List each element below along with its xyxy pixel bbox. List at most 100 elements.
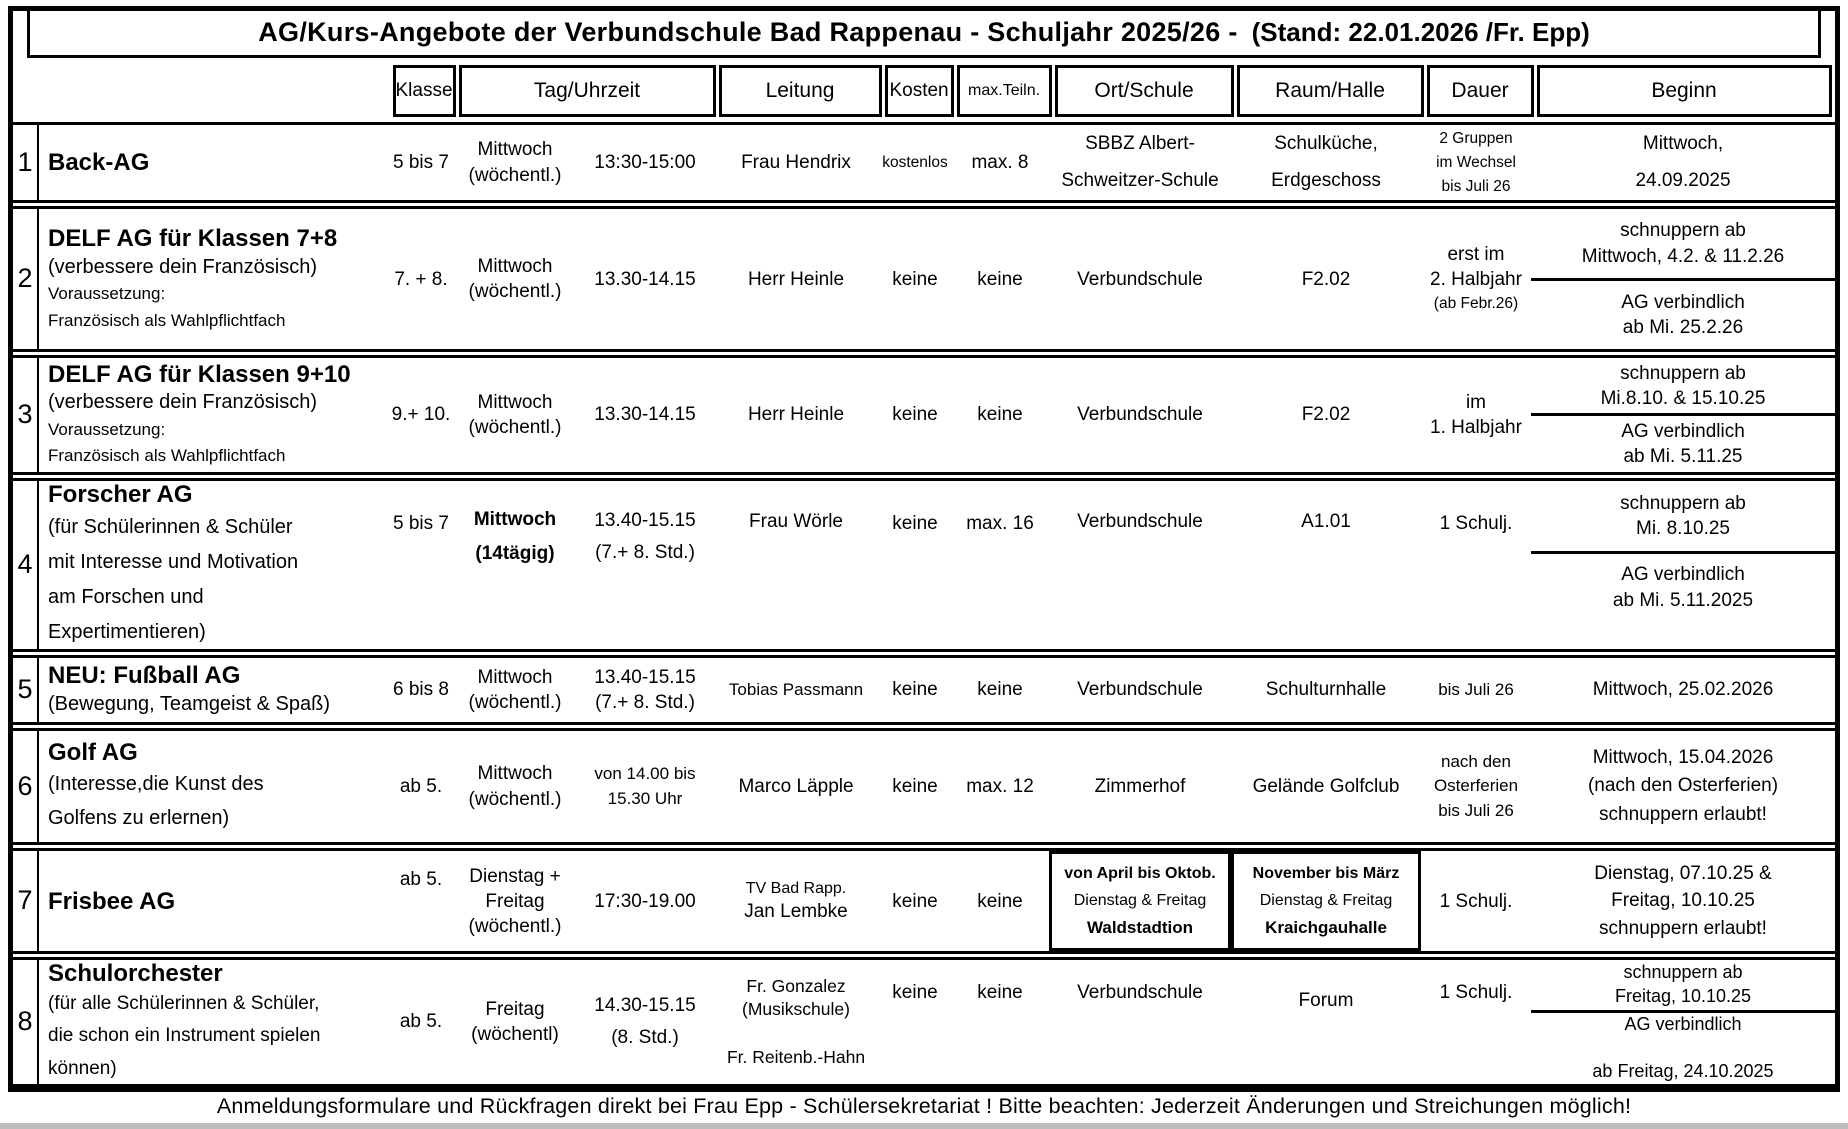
col-header-dauer: Dauer	[1426, 64, 1534, 117]
cell-max-teiln: keine	[977, 890, 1023, 912]
cell-klasse: 9.+ 10.	[391, 404, 451, 426]
col-header-ort-schule: Ort/Schule	[1054, 64, 1234, 117]
cell-klasse: ab 5.	[399, 775, 443, 797]
cell-ag-name: Forscher AG (für Schülerinnen & Schüler …	[39, 481, 389, 649]
cell-ag-name: DELF AG für Klassen 9+10 (verbessere dei…	[39, 358, 389, 472]
col-header-max-teiln: max.Teiln.	[956, 64, 1052, 117]
cell-raum: Forum	[1298, 990, 1354, 1011]
cell-raum: Schulturnhalle	[1265, 679, 1387, 701]
cell-tag: Mittwoch (wöchentl.)	[468, 256, 562, 303]
ag-name: Golf AG	[48, 738, 138, 766]
table-row: 2 DELF AG für Klassen 7+8 (verbessere de…	[13, 206, 1835, 352]
cell-uhrzeit: 14.30-15.15 (8. Std.)	[594, 994, 696, 1048]
ag-name: DELF AG für Klassen 9+10	[48, 361, 351, 389]
cell-uhrzeit: 13.40-15.15 (7.+ 8. Std.)	[594, 509, 696, 564]
col-header-leitung: Leitung	[718, 64, 882, 117]
cell-dauer: 2 Gruppen im Wechsel bis Juli 26	[1436, 129, 1516, 195]
cell-dauer: bis Juli 26	[1438, 679, 1514, 699]
cell-kosten: kostenlos	[882, 153, 948, 171]
cell-ort: Verbundschule	[1077, 510, 1203, 532]
cell-ag-name: DELF AG für Klassen 7+8 (verbessere dein…	[39, 209, 389, 349]
cell-dauer: erst im 2. Halbjahr (ab Febr.26)	[1421, 209, 1531, 349]
beginn-schnuppern: schnuppern ab Mi. 8.10.25	[1620, 493, 1746, 540]
cell-ort: Zimmerhof	[1094, 775, 1186, 797]
cell-kosten: keine	[892, 679, 938, 701]
row-number: 4	[13, 480, 39, 649]
raum-line-1: November bis März	[1252, 865, 1400, 883]
ort-line-1: von April bis Oktob.	[1064, 865, 1216, 883]
cell-kosten: keine	[892, 890, 938, 912]
cell-tag: Mittwoch (wöchentl.)	[468, 391, 562, 438]
cell-beginn: schnuppern ab Mittwoch, 4.2. & 11.2.26 A…	[1531, 209, 1835, 349]
cell-ag-name: NEU: Fußball AG (Bewegung, Teamgeist & S…	[39, 658, 389, 722]
cell-leitung: Fr. Gonzalez (Musikschule) Fr. Reitenb.-…	[726, 975, 866, 1067]
cell-klasse: ab 5.	[399, 869, 443, 891]
ag-note: Voraussetzung: Französisch als Wahlpflic…	[48, 284, 286, 330]
row-number: 6	[13, 730, 39, 843]
ag-desc: (verbessere dein Französisch)	[48, 255, 317, 278]
col-header-beginn: Beginn	[1536, 64, 1832, 117]
row-number: 1	[13, 124, 39, 201]
cell-beginn: Mittwoch, 15.04.2026 (nach den Osterferi…	[1587, 746, 1779, 825]
cell-leitung: Herr Heinle	[747, 404, 845, 426]
cell-uhrzeit: 13.30-14.15	[594, 404, 696, 426]
table-row: 6 Golf AG (Interesse,die Kunst des Golfe…	[13, 727, 1835, 846]
row-number: 7	[13, 851, 39, 951]
cell-beginn: schnuppern ab Freitag, 10.10.25 AG verbi…	[1531, 960, 1835, 1084]
ag-note: Voraussetzung: Französisch als Wahlpflic…	[48, 420, 286, 466]
cell-dauer: nach den Osterferien bis Juli 26	[1433, 751, 1519, 820]
cell-klasse: 7. + 8.	[394, 268, 448, 290]
cell-ort: SBBZ Albert- Schweitzer-Schule	[1061, 133, 1219, 191]
table-row: 8 Schulorchester (für alle Schülerinnen …	[13, 957, 1835, 1087]
cell-kosten: keine	[892, 404, 938, 426]
cell-uhrzeit: 13.40-15.15 (7.+ 8. Std.)	[594, 666, 696, 713]
table-row: 7 Frisbee AG ab 5. Dienstag + Freitag (w…	[13, 848, 1835, 954]
cell-kosten: keine	[892, 512, 938, 534]
cell-klasse: 5 bis 7	[393, 512, 449, 534]
beginn-divider	[1531, 1009, 1835, 1013]
cell-kosten: keine	[892, 268, 938, 290]
cell-beginn: Mittwoch, 24.09.2025	[1635, 133, 1731, 191]
ag-desc: (Bewegung, Teamgeist & Spaß)	[48, 692, 331, 715]
row-number: 2	[13, 209, 39, 349]
header-spacer	[15, 65, 391, 117]
cell-leitung: TV Bad Rapp. Jan Lembke	[713, 851, 879, 951]
cell-raum: F2.02	[1301, 268, 1351, 290]
ag-desc: (Interesse,die Kunst des Golfens zu erle…	[48, 773, 264, 830]
cell-leitung: Frau Wörle	[749, 510, 843, 532]
cell-ort: Verbundschule	[1077, 404, 1203, 426]
cell-max-teiln: keine	[977, 679, 1023, 701]
cell-tag: Mittwoch (wöchentl.)	[468, 666, 562, 713]
title-text: AG/Kurs-Angebote der Verbundschule Bad R…	[258, 17, 1238, 48]
ag-name: Frisbee AG	[48, 887, 176, 915]
beginn-divider	[1531, 551, 1835, 555]
col-header-raum-halle: Raum/Halle	[1236, 64, 1424, 117]
cell-raum: A1.01	[1301, 510, 1351, 532]
cell-raum: Schulküche, Erdgeschoss	[1271, 133, 1381, 191]
cell-dauer: 1 Schulj.	[1439, 512, 1513, 534]
beginn-schnuppern: schnuppern ab Mittwoch, 4.2. & 11.2.26	[1581, 220, 1785, 267]
cell-uhrzeit: von 14.00 bis 15.30 Uhr	[594, 763, 696, 808]
col-header-tag-uhrzeit: Tag/Uhrzeit	[458, 64, 716, 117]
cell-uhrzeit: 13.30-14.15	[594, 268, 696, 290]
cell-ort: von April bis Oktob. Dienstag & Freitag …	[1049, 851, 1231, 951]
table-row: 3 DELF AG für Klassen 9+10 (verbessere d…	[13, 354, 1835, 475]
table-row: 5 NEU: Fußball AG (Bewegung, Teamgeist &…	[13, 654, 1835, 725]
row-number: 3	[13, 357, 39, 472]
cell-leitung: Tobias Passmann	[728, 679, 864, 699]
cell-klasse: 5 bis 7	[393, 152, 449, 173]
cell-leitung: Herr Heinle	[747, 268, 845, 290]
cell-klasse: ab 5.	[399, 1011, 443, 1033]
title-stand-note: (Stand: 22.01.2026 /Fr. Epp)	[1251, 17, 1590, 48]
ag-name: Back-AG	[48, 148, 150, 176]
cell-beginn: Mittwoch, 25.02.2026	[1592, 679, 1774, 701]
cell-tag: Freitag (wöchentl)	[471, 998, 559, 1045]
cell-beginn: schnuppern ab Mi.8.10. & 15.10.25 AG ver…	[1531, 358, 1835, 472]
cell-tag: Dienstag + Freitag (wöchentl.)	[468, 865, 562, 937]
beginn-verbindlich: AG verbindlich ab Freitag, 24.10.2025	[1592, 1013, 1774, 1082]
dauer-text: erst im 2. Halbjahr	[1430, 244, 1522, 291]
cell-dauer: 1 Schulj.	[1439, 982, 1513, 1003]
cell-max-teiln: keine	[977, 268, 1023, 290]
cell-tag: Mittwoch (wöchentl.)	[468, 763, 562, 810]
beginn-schnuppern: schnuppern ab Mi.8.10. & 15.10.25	[1600, 362, 1766, 409]
